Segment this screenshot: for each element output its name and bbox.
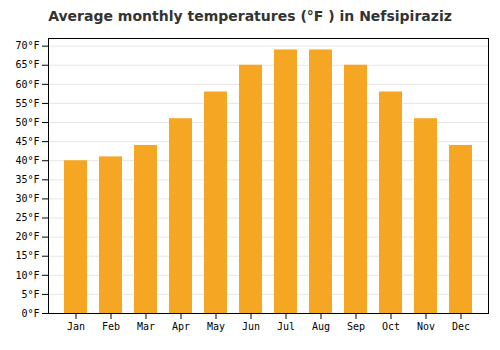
svg-text:60°F: 60°F bbox=[15, 79, 39, 90]
svg-text:Mar: Mar bbox=[137, 321, 155, 332]
svg-text:65°F: 65°F bbox=[15, 59, 39, 70]
svg-text:May: May bbox=[207, 321, 225, 332]
svg-text:Jun: Jun bbox=[242, 321, 260, 332]
svg-text:20°F: 20°F bbox=[15, 231, 39, 242]
svg-text:Jan: Jan bbox=[67, 321, 85, 332]
svg-text:Feb: Feb bbox=[102, 321, 120, 332]
svg-text:70°F: 70°F bbox=[15, 40, 39, 51]
html-text:Average monthly temperatures (: Average monthly temperatures (°F ) in Ne… bbox=[48, 8, 452, 24]
svg-text:Aug: Aug bbox=[312, 321, 330, 332]
svg-text:55°F: 55°F bbox=[15, 98, 39, 109]
svg-text:15°F: 15°F bbox=[15, 250, 39, 261]
svg-text:0°F: 0°F bbox=[21, 308, 39, 319]
svg-text:30°F: 30°F bbox=[15, 193, 39, 204]
svg-text:Jul: Jul bbox=[277, 321, 295, 332]
svg-text:10°F: 10°F bbox=[15, 270, 39, 281]
svg-text:25°F: 25°F bbox=[15, 212, 39, 223]
svg-text:50°F: 50°F bbox=[15, 117, 39, 128]
svg-text:Apr: Apr bbox=[172, 321, 190, 332]
svg-text:Sep: Sep bbox=[347, 321, 365, 332]
svg-text:40°F: 40°F bbox=[15, 155, 39, 166]
svg-text:Oct: Oct bbox=[382, 321, 400, 332]
svg-text:5°F: 5°F bbox=[21, 289, 39, 300]
svg-text:45°F: 45°F bbox=[15, 136, 39, 147]
svg-text:Dec: Dec bbox=[452, 321, 470, 332]
svg-text:Nov: Nov bbox=[417, 321, 435, 332]
svg-text:35°F: 35°F bbox=[15, 174, 39, 185]
